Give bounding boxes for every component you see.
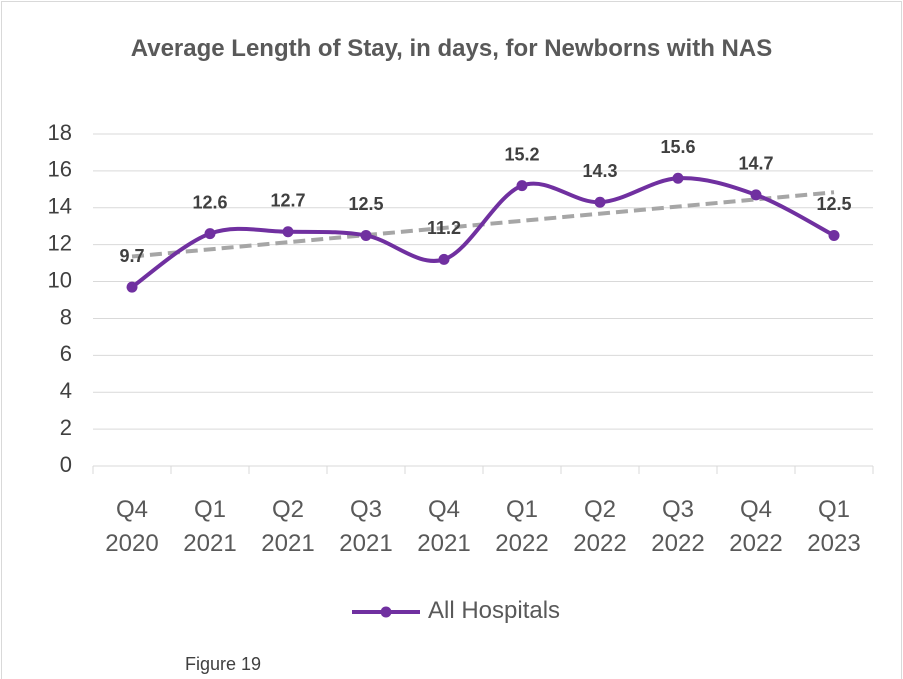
data-label: 14.3	[582, 161, 617, 181]
data-label: 11.2	[427, 218, 461, 238]
x-tick-label: Q2 2022	[573, 496, 627, 557]
data-label: 15.2	[504, 144, 539, 164]
marker	[672, 172, 684, 184]
data-label: 14.7	[738, 154, 773, 174]
marker	[438, 253, 450, 265]
chart-title: Average Length of Stay, in days, for New…	[130, 35, 773, 62]
x-tick-label: Q3 2021	[339, 496, 393, 557]
y-tick-label: 10	[48, 267, 72, 292]
data-label: 12.6	[192, 192, 227, 212]
data-label: 15.6	[660, 137, 695, 157]
y-tick-label: 14	[48, 194, 72, 219]
caption: Figure 19	[185, 654, 262, 674]
x-tick-label: Q1 2022	[495, 496, 549, 557]
series-line	[130, 176, 835, 289]
y-tick-label: 4	[60, 378, 72, 403]
marker	[204, 228, 216, 240]
y-tick-label: 2	[60, 415, 72, 440]
data-label: 12.7	[270, 191, 305, 211]
x-tick-label: Q1 2021	[183, 496, 237, 557]
marker	[594, 196, 606, 208]
marker	[516, 180, 528, 192]
data-label: 12.5	[348, 194, 383, 214]
marker	[828, 229, 840, 241]
y-tick-label: 6	[60, 341, 72, 366]
marker	[282, 226, 294, 238]
x-tick-label: Q3 2022	[651, 496, 705, 557]
x-tick-label: Q4 2021	[417, 496, 471, 557]
x-tick-label: Q4 2020	[105, 496, 159, 557]
x-tick-label: Q4 2022	[729, 496, 783, 557]
y-tick-label: 18	[48, 120, 72, 145]
marker	[126, 281, 138, 293]
data-label: 9.7	[119, 246, 144, 266]
y-tick-label: 12	[48, 230, 72, 255]
y-tick-label: 16	[48, 157, 72, 182]
legend-marker	[380, 606, 392, 618]
legend-label: All Hospitals	[428, 597, 561, 624]
y-tick-label: 8	[60, 304, 72, 329]
marker	[360, 229, 372, 241]
y-tick-label: 0	[60, 452, 72, 477]
x-tick-label: Q2 2021	[261, 496, 315, 557]
x-tick-label: Q1 2023	[807, 496, 861, 557]
data-label: 12.5	[816, 194, 851, 214]
marker	[750, 189, 762, 201]
